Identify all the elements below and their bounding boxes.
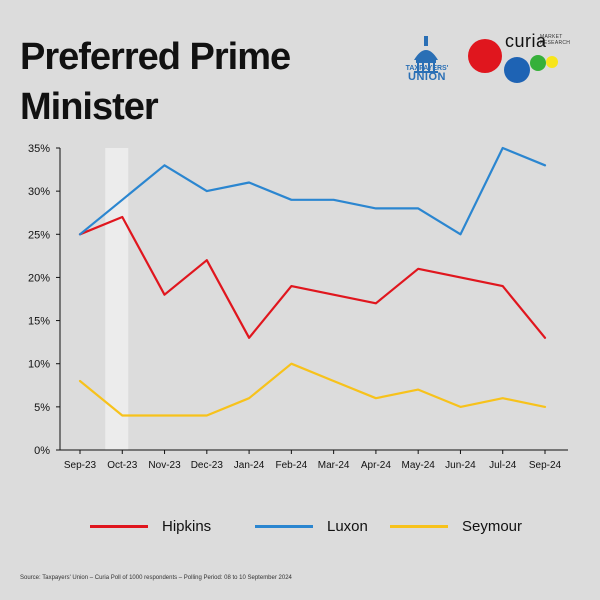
logo-tu-line1: TAXPAYERS': [405, 65, 449, 72]
x-tick-label: Jun-24: [445, 460, 476, 471]
x-tick-label: Feb-24: [276, 460, 308, 471]
curia-logo: [468, 39, 558, 83]
taxpayers-union-wordmark: TAXPAYERS' UNION: [404, 64, 450, 83]
x-tick-label: Mar-24: [318, 460, 350, 471]
legend-swatch-luxon: [255, 524, 313, 528]
series-line-seymour: [78, 362, 547, 417]
legend-label-hipkins: Hipkins: [162, 517, 212, 535]
x-tick-label: Sep-24: [529, 460, 562, 471]
legend-item-hipkins: Hipkins: [90, 512, 211, 540]
y-tick-label: 10%: [28, 359, 50, 371]
curia-wordmark: curia: [505, 31, 547, 51]
x-tick-label: Nov-23: [148, 460, 181, 471]
x-tick-label: Jan-24: [234, 460, 265, 471]
curia-subtitle: MARKET RESEARCH: [540, 34, 571, 46]
y-tick-label: 0%: [34, 445, 50, 457]
y-tick-label: 25%: [28, 229, 50, 241]
taxpayers-union-logo: [414, 36, 438, 73]
logo-tu-line2: UNION: [408, 71, 446, 83]
legend-item-luxon: Luxon: [255, 512, 368, 540]
legend-label-seymour: Seymour: [462, 517, 523, 535]
y-axis: 0% 5% 10% 15% 20% 25% 30% 35%: [28, 143, 61, 457]
legend-swatch-hipkins: [90, 524, 148, 528]
x-tick-label: Sep-23: [64, 460, 97, 471]
x-tick-label: Dec-23: [191, 460, 224, 471]
y-tick-label: 5%: [34, 402, 50, 414]
x-tick-label: Jul-24: [489, 460, 517, 471]
x-tick-label: May-24: [402, 460, 436, 471]
legend: Hipkins Luxon Seymour: [0, 512, 600, 540]
series-line-luxon: [78, 146, 547, 236]
series-group: [78, 146, 547, 417]
x-tick-label: Oct-23: [107, 460, 137, 471]
legend-label-luxon: Luxon: [327, 517, 368, 535]
series-line-hipkins: [78, 215, 547, 339]
y-tick-label: 35%: [28, 143, 50, 155]
legend-item-seymour: Seymour: [390, 512, 522, 540]
legend-swatch-seymour: [390, 524, 448, 528]
y-tick-label: 15%: [28, 316, 50, 328]
y-tick-label: 30%: [28, 186, 50, 198]
highlight-band: [105, 148, 129, 450]
chart-title: Preferred Prime Minister: [20, 36, 291, 128]
x-tick-label: Apr-24: [361, 460, 391, 471]
source-note: Source: Taxpayers' Union – Curia Poll of…: [20, 575, 292, 581]
y-tick-label: 20%: [28, 272, 50, 284]
x-axis: Sep-23 Oct-23 Nov-23 Dec-23 Jan-24 Feb-24 Mar-…: [60, 449, 568, 471]
